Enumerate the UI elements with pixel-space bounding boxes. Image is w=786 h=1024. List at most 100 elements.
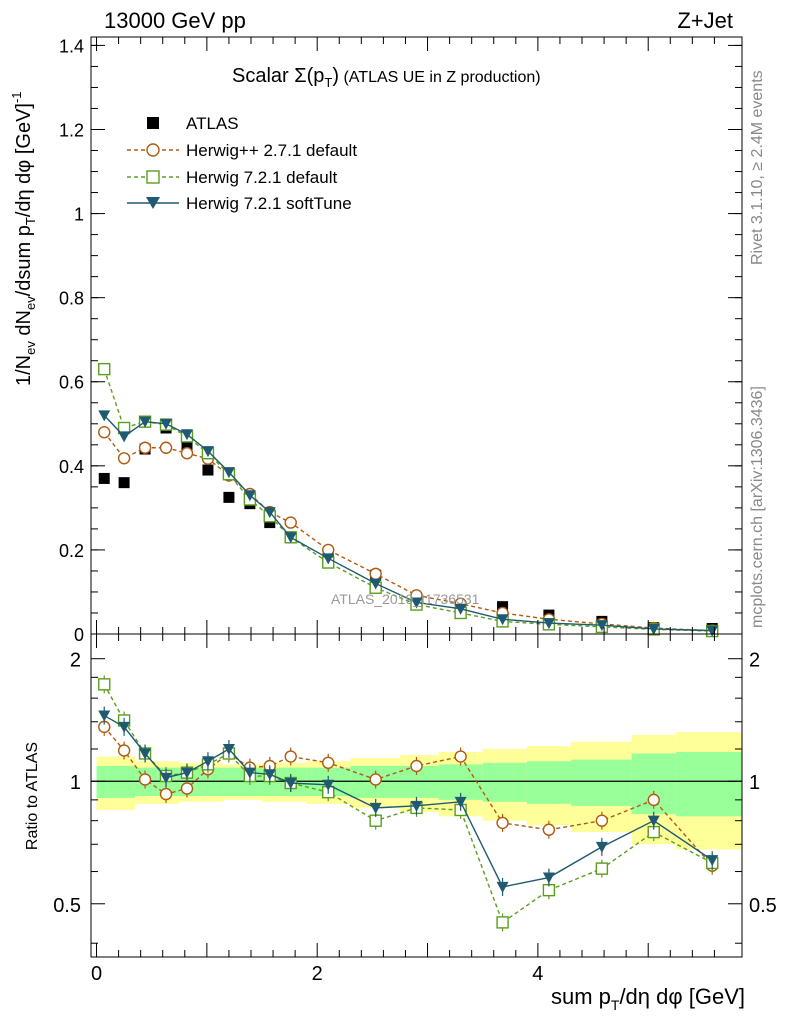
main-point-herwig-soft bbox=[369, 578, 382, 590]
ratio-frame bbox=[90, 633, 743, 958]
main-point-herwig-soft bbox=[118, 431, 131, 443]
ratio-point-herwigpp bbox=[180, 782, 194, 795]
ratio-y-tick-label: 2 bbox=[70, 650, 81, 672]
ratio-point-herwigpp bbox=[284, 750, 297, 763]
main-point-herwigpp bbox=[98, 425, 111, 439]
ratio-point-herwigpp bbox=[647, 793, 660, 807]
main-point-herwig-soft bbox=[201, 446, 214, 458]
ratio-point-herwig-soft bbox=[410, 800, 423, 812]
main-ylabel: 1/Nev dNev/dsum pT/dη dφ [GeV]-1 bbox=[9, 91, 38, 386]
legend-marker-herwig-soft bbox=[146, 197, 160, 209]
legend-label-atlas: ATLAS bbox=[186, 114, 239, 133]
main-point-herwig-soft bbox=[243, 490, 256, 502]
x-axis-label: sum pT/dη dφ [GeV] bbox=[551, 984, 745, 1013]
main-point-herwig-soft bbox=[222, 467, 235, 479]
ratio-point-herwig-soft bbox=[243, 767, 256, 779]
main-title: Scalar Σ(pT) (ATLAS UE in Z production) bbox=[232, 65, 541, 90]
main-point-herwig-soft bbox=[322, 553, 335, 565]
ratio-band-inner bbox=[482, 762, 527, 802]
ratio-band-inner bbox=[570, 759, 632, 806]
legend-label-herwigpp: Herwig++ 2.7.1 default bbox=[186, 141, 357, 160]
ratio-axes: 0.5 0.5 1 1 2 2 0 2 4 bbox=[53, 634, 777, 985]
main-y-tick-label: 0 bbox=[74, 625, 84, 645]
ratio-point-herwig-soft bbox=[284, 778, 297, 790]
ratio-point-herwigpp bbox=[117, 744, 131, 757]
ratio-point-herwigpp bbox=[454, 750, 467, 763]
legend: ATLAS Herwig++ 2.7.1 default Herwig 7.2.… bbox=[127, 114, 357, 213]
mcplots-label: mcplots.cern.ch [arXiv:1306.3436] bbox=[749, 386, 766, 628]
ratio-point-herwig-soft bbox=[160, 772, 173, 784]
ratio-point-herwig-soft bbox=[369, 802, 382, 814]
main-point-herwigpp bbox=[117, 452, 131, 465]
ratio-band-inner bbox=[526, 761, 571, 804]
legend-marker-atlas bbox=[147, 117, 159, 129]
main-point-herwig-soft bbox=[160, 418, 173, 430]
main-y-tick-label: 0.8 bbox=[59, 289, 84, 309]
legend-label-herwig-default: Herwig 7.2.1 default bbox=[186, 168, 337, 187]
ratio-point-herwig-default bbox=[595, 862, 609, 875]
ratio-point-herwig-soft bbox=[647, 815, 660, 827]
ratio-point-herwigpp bbox=[369, 773, 382, 786]
ratio-point-herwig-soft bbox=[706, 855, 719, 867]
ratio-band-inner bbox=[96, 766, 114, 798]
main-point-herwig-soft bbox=[139, 416, 152, 428]
ratio-point-herwig-soft bbox=[322, 779, 335, 791]
ratio-point-herwigpp bbox=[159, 787, 173, 801]
main-point-herwig-soft bbox=[647, 623, 660, 635]
atlas-point bbox=[181, 439, 193, 451]
ratio-y-tick-label: 0.5 bbox=[53, 895, 81, 917]
ratio-point-herwig-soft bbox=[98, 710, 111, 722]
main-point-herwigpp bbox=[369, 567, 382, 581]
main-point-herwigpp bbox=[138, 441, 152, 454]
main-point-herwig-soft bbox=[496, 614, 509, 626]
main-y-tick-label: 0.4 bbox=[59, 457, 84, 477]
atlas-point bbox=[202, 464, 214, 476]
watermark: ATLAS_2019_I1736531 bbox=[331, 591, 480, 607]
main-point-herwig-soft bbox=[542, 618, 555, 630]
ratio-point-herwig-soft bbox=[263, 769, 276, 781]
main-point-herwig-soft bbox=[98, 410, 111, 422]
ratio-point-herwig-soft bbox=[222, 744, 235, 756]
legend-marker-herwigpp bbox=[146, 143, 160, 157]
ratio-ylabel: Ratio to ATLAS bbox=[24, 742, 41, 850]
x-tick-label: 4 bbox=[532, 963, 543, 985]
main-data-layer bbox=[98, 362, 719, 638]
ratio-y-tick-label-right: 1 bbox=[749, 772, 760, 794]
main-y-tick-label: 1.2 bbox=[59, 120, 84, 140]
atlas-point bbox=[497, 601, 509, 613]
atlas-point bbox=[98, 472, 110, 484]
ratio-point-herwig-default bbox=[496, 916, 509, 929]
main-point-herwigpp bbox=[284, 516, 297, 529]
atlas-point bbox=[223, 491, 235, 503]
ratio-point-herwigpp bbox=[410, 759, 423, 773]
main-y-tick-label: 0.6 bbox=[59, 373, 84, 393]
ratio-point-herwig-soft bbox=[496, 881, 509, 893]
ratio-point-herwigpp bbox=[496, 816, 509, 830]
legend-marker-herwig-default bbox=[146, 170, 160, 184]
main-point-herwig-soft bbox=[180, 429, 193, 441]
ratio-y-tick-label: 1 bbox=[70, 772, 81, 794]
main-y-tick-label: 1.4 bbox=[59, 36, 84, 56]
main-point-herwigpp bbox=[180, 447, 194, 460]
rivet-label: Rivet 3.1.10, ≥ 2.4M events bbox=[749, 70, 766, 265]
ratio-point-herwig-soft bbox=[118, 721, 131, 733]
ratio-point-herwig-soft bbox=[454, 796, 467, 808]
ratio-point-herwigpp bbox=[138, 773, 152, 786]
main-point-herwig-soft bbox=[706, 625, 719, 637]
ratio-point-herwigpp bbox=[542, 823, 556, 836]
ratio-point-herwig-soft bbox=[139, 748, 152, 760]
main-panel: 0 0.2 0.4 0.6 0.8 1 1.2 1.4 Scalar Σ(pT) (ATLAS… bbox=[9, 36, 743, 645]
atlas-point bbox=[264, 517, 276, 529]
ratio-band-inner bbox=[113, 766, 136, 798]
x-tick-label: 2 bbox=[312, 963, 323, 985]
legend-label-herwig-soft: Herwig 7.2.1 softTune bbox=[186, 194, 352, 213]
main-point-herwigpp bbox=[159, 441, 173, 454]
main-point-herwig-soft bbox=[284, 532, 297, 544]
x-tick-label: 0 bbox=[91, 963, 102, 985]
main-point-herwig-soft bbox=[454, 603, 467, 615]
ratio-point-herwig-soft bbox=[201, 756, 214, 768]
ratio-y-tick-label-right: 0.5 bbox=[749, 895, 777, 917]
ratio-band-inner bbox=[675, 751, 742, 817]
main-y-tick-label: 0.2 bbox=[59, 541, 84, 561]
